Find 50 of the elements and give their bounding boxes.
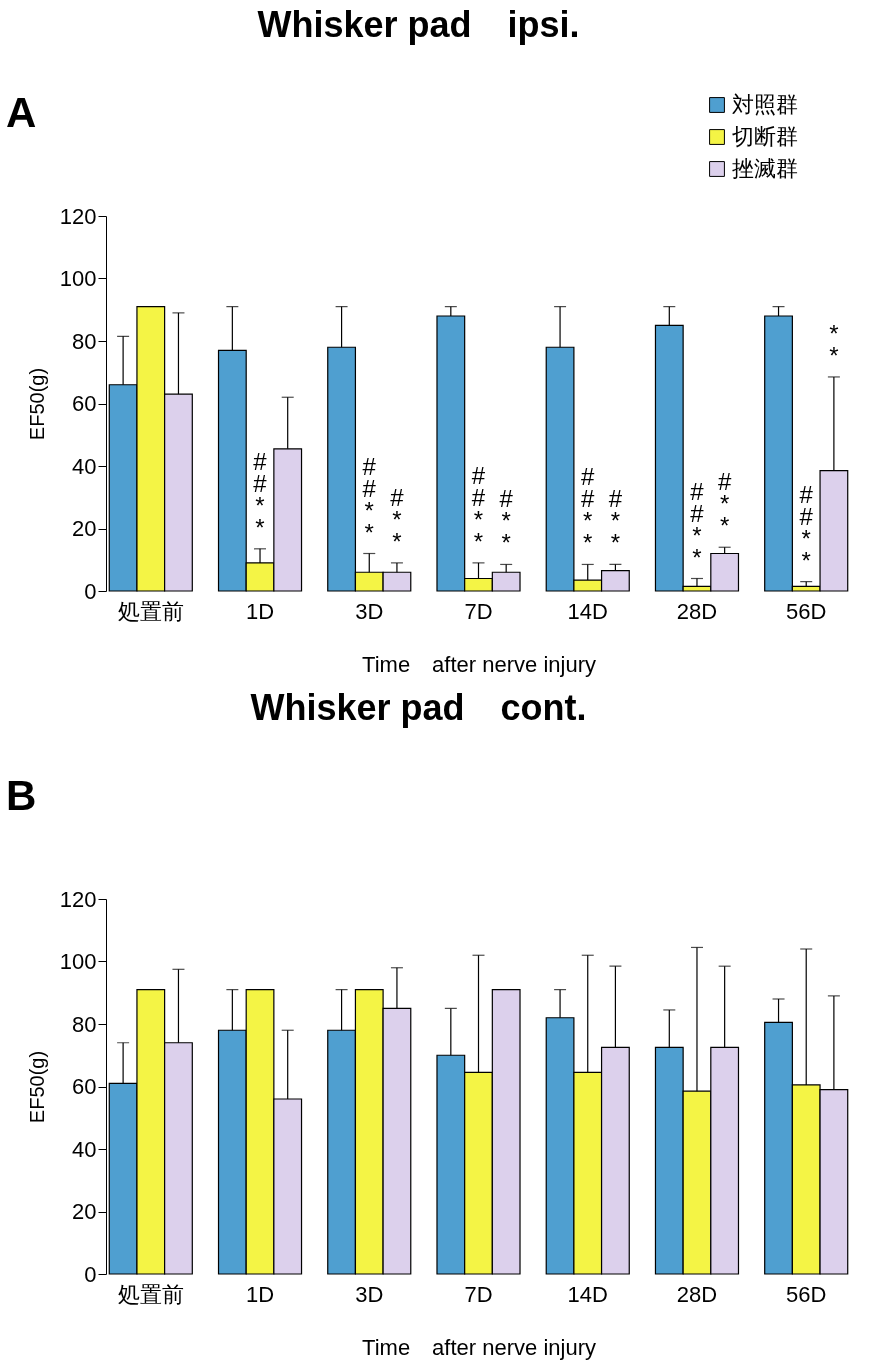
annotation: # * * bbox=[608, 485, 623, 557]
y-tick-label: 100 bbox=[59, 949, 97, 974]
chart-title: Whisker pad ipsi. bbox=[257, 4, 580, 45]
x-tick-label: 3D bbox=[355, 598, 384, 624]
text: B bbox=[6, 772, 37, 819]
annotation: # # * * bbox=[799, 480, 814, 574]
y-axis-title: EF50(g) bbox=[25, 1050, 48, 1124]
legend-label: 挫滅群 bbox=[732, 156, 798, 181]
x-tick-label: 7D bbox=[464, 598, 493, 624]
y-tick-label: 80 bbox=[72, 1011, 97, 1037]
y-axis-title: EF50(g) bbox=[25, 367, 48, 441]
legend-label: 切断群 bbox=[732, 124, 798, 149]
annotation: # * * bbox=[499, 485, 514, 557]
x-tick-label: 7D bbox=[464, 1281, 493, 1307]
annotation: # # * * bbox=[362, 452, 377, 546]
y-tick-label: 60 bbox=[72, 1074, 97, 1099]
y-tick-label: 120 bbox=[59, 886, 97, 912]
y-tick-label: 40 bbox=[72, 1136, 97, 1162]
x-axis-title: Time after nerve injury bbox=[362, 1334, 596, 1360]
y-tick-label: 0 bbox=[84, 578, 97, 604]
y-tick-label: 60 bbox=[72, 391, 97, 416]
x-tick-label: 1D bbox=[245, 598, 275, 624]
annotation: # # * * bbox=[581, 463, 596, 557]
chart-title: Whisker pad cont. bbox=[250, 687, 587, 728]
x-tick-label: 28D bbox=[676, 598, 718, 624]
text: A bbox=[6, 89, 37, 136]
x-tick-label: 56D bbox=[786, 598, 827, 624]
y-tick-label: 100 bbox=[59, 266, 97, 291]
y-tick-label: 0 bbox=[84, 1261, 97, 1287]
annotation: # # * * bbox=[471, 461, 486, 555]
x-tick-label: 処置前 bbox=[117, 1281, 184, 1307]
x-axis-title: Time after nerve injury bbox=[362, 651, 596, 677]
annotation: # # * * bbox=[253, 447, 268, 541]
annotation: # * * bbox=[390, 483, 405, 555]
x-tick-label: 3D bbox=[355, 1281, 384, 1307]
y-tick-label: 80 bbox=[72, 328, 97, 354]
x-tick-label: 14D bbox=[567, 1281, 608, 1307]
x-tick-label: 1D bbox=[245, 1281, 275, 1307]
x-tick-label: 14D bbox=[567, 598, 608, 624]
y-tick-label: 40 bbox=[72, 453, 97, 479]
x-tick-label: 28D bbox=[676, 1281, 718, 1307]
annotation: # * * bbox=[717, 468, 732, 540]
y-tick-label: 20 bbox=[72, 516, 97, 541]
y-tick-label: 120 bbox=[59, 203, 97, 229]
annotation: * * bbox=[829, 319, 839, 369]
legend-label: 対照群 bbox=[732, 92, 798, 117]
annotation: # # * * bbox=[690, 477, 705, 571]
y-tick-label: 20 bbox=[72, 1199, 97, 1224]
x-tick-label: 処置前 bbox=[117, 598, 184, 624]
x-tick-label: 56D bbox=[786, 1281, 827, 1307]
